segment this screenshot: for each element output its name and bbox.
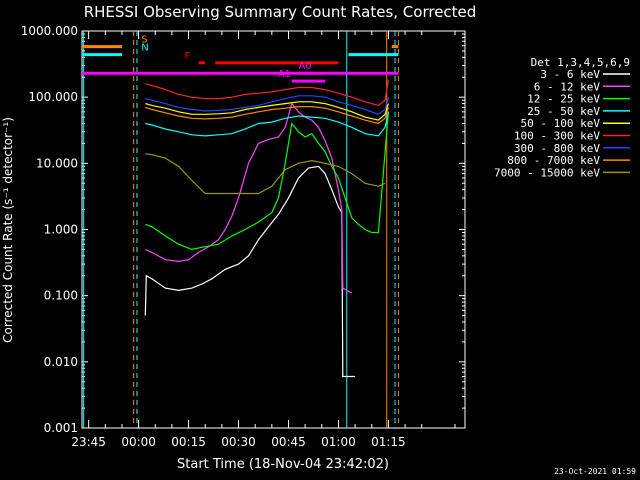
x-tick-label: 00:45 xyxy=(271,435,306,449)
y-tick-label: 100.000 xyxy=(28,90,78,104)
legend-entry-label: 3 - 6 keV xyxy=(540,68,600,81)
series-line-2 xyxy=(145,102,353,294)
y-tick-label: 1000.000 xyxy=(21,24,78,38)
x-tick-label: 01:15 xyxy=(371,435,406,449)
legend-entry-label: 300 - 800 keV xyxy=(514,142,600,155)
timestamp: 23-Oct-2021 01:59 xyxy=(554,467,636,476)
flag-label-f: F xyxy=(185,51,191,62)
x-tick-label: 01:00 xyxy=(321,435,356,449)
legend-entry-label: 7000 - 15000 keV xyxy=(494,166,600,179)
y-tick-label: 0.100 xyxy=(44,289,78,303)
flag-label-a0: A0 xyxy=(298,61,311,72)
plot-area: 1000.000 100.000 10.000 1.000 0.100 0.010 0.00… xyxy=(21,24,466,449)
series-line-6 xyxy=(145,80,389,107)
legend-entry-label: 6 - 12 keV xyxy=(534,80,601,93)
y-tick-label: 0.001 xyxy=(44,421,78,435)
series-line-1 xyxy=(144,165,356,378)
x-axis-label: Start Time (18-Nov-04 23:42:02) xyxy=(177,457,389,472)
flag-label-n: N xyxy=(141,43,148,54)
series-line-3 xyxy=(145,111,389,251)
series-line-5 xyxy=(145,101,389,121)
x-tick-label: 00:15 xyxy=(171,435,206,449)
y-axis-label: Corrected Count Rate (s⁻¹ detector⁻¹) xyxy=(1,117,15,343)
legend-entry-label: 12 - 25 keV xyxy=(527,93,600,106)
y-tick-label: 1.000 xyxy=(44,223,78,237)
series-line-8 xyxy=(145,106,389,125)
plot-frame xyxy=(81,30,466,429)
legend-title: Det 1,3,4,5,6,9 xyxy=(531,56,630,69)
legend-entry-label: 25 - 50 keV xyxy=(527,105,600,118)
x-tick-label: 00:30 xyxy=(221,435,256,449)
x-tick-label: 00:00 xyxy=(121,435,156,449)
series-line-9 xyxy=(145,153,386,195)
chart-title: RHESSI Observing Summary Count Rates, Co… xyxy=(84,3,477,21)
y-tick-label: 0.010 xyxy=(44,355,78,369)
x-tick-label: 23:45 xyxy=(71,435,106,449)
series-line-7 xyxy=(145,95,389,115)
legend-entry-label: 800 - 7000 keV xyxy=(507,154,600,167)
flag-label-s: S xyxy=(141,35,147,46)
legend-entry-label: 50 - 100 keV xyxy=(521,117,601,130)
y-tick-label: 10.000 xyxy=(36,156,78,170)
series-line-4 xyxy=(145,111,389,137)
flag-label-a1: A1 xyxy=(278,69,291,80)
legend-entry-label: 100 - 300 keV xyxy=(514,130,600,143)
